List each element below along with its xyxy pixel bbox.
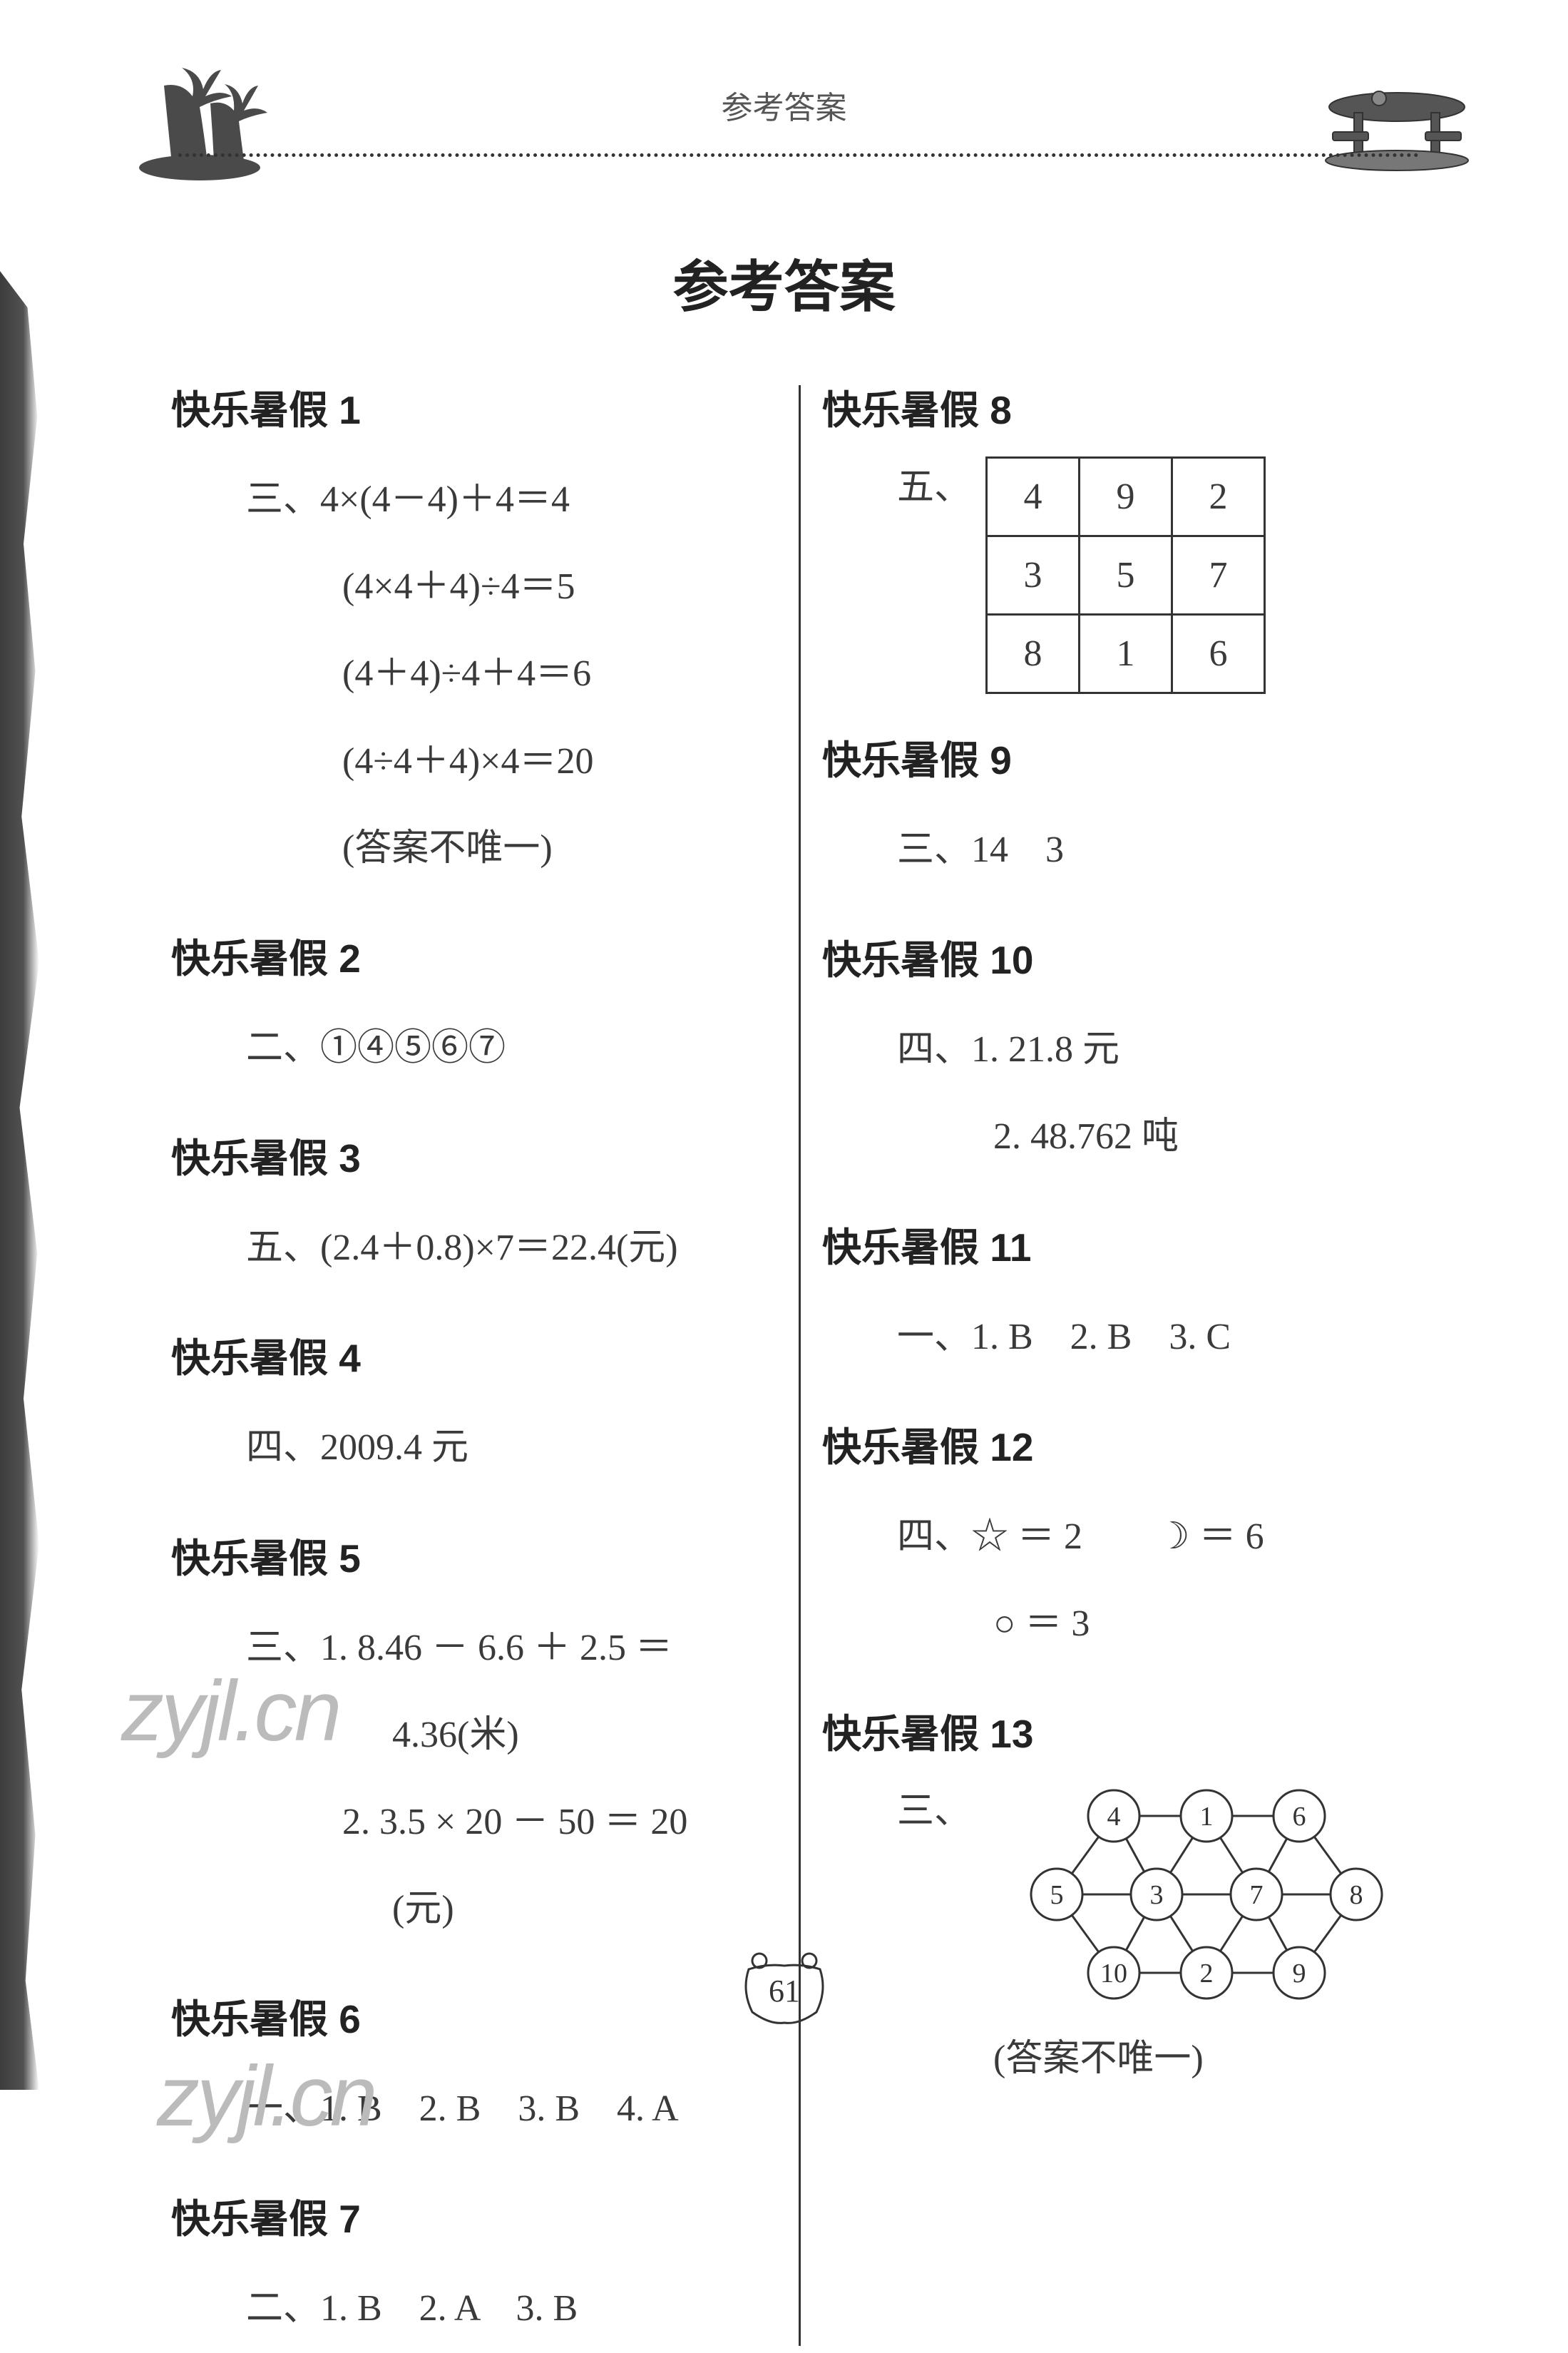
section-heading: 快乐暑假 11 — [822, 1215, 1428, 1272]
section-heading: 快乐暑假 3 — [171, 1126, 784, 1183]
answer-line: 2. 48.762 吨 — [822, 1093, 1428, 1180]
section-heading: 快乐暑假 12 — [822, 1415, 1428, 1472]
answer-line: 三、4×(4－4)＋4＝4 — [171, 456, 784, 543]
answer-with-grid: 五、 492 357 816 — [822, 456, 1428, 694]
answer-line: 一、1. B 2. B 3. C — [822, 1294, 1428, 1381]
page-title: 参考答案 — [0, 243, 1568, 322]
answer-line: ○ ＝ 3 — [822, 1581, 1428, 1668]
answer-line: (4×4＋4)÷4＝5 — [171, 543, 784, 631]
answer-line: (4÷4＋4)×4＝20 — [171, 718, 784, 805]
svg-text:5: 5 — [1050, 1880, 1064, 1910]
answer-line: (元) — [171, 1866, 784, 1953]
grid-cell: 8 — [987, 615, 1080, 693]
answer-line: 三、14 3 — [822, 807, 1428, 894]
svg-text:6: 6 — [1293, 1802, 1306, 1832]
page-number-badge: 61 — [0, 1948, 1568, 2030]
svg-text:1: 1 — [1200, 1802, 1214, 1832]
section-heading: 快乐暑假 7 — [171, 2187, 784, 2244]
page-number: 61 — [769, 1974, 800, 2009]
grid-cell: 2 — [1172, 458, 1265, 536]
grid-cell: 6 — [1172, 615, 1265, 693]
section-heading: 快乐暑假 13 — [822, 1702, 1428, 1759]
watermark: zyjl.cn — [121, 1662, 339, 1760]
graph-label: 三、 — [897, 1780, 971, 1834]
grid-cell: 1 — [1080, 615, 1172, 693]
magic-square-grid: 492 357 816 — [985, 456, 1266, 694]
section-heading: 快乐暑假 1 — [171, 378, 784, 435]
running-header: 参考答案 — [0, 82, 1568, 128]
torn-edge — [0, 271, 39, 2090]
grid-cell: 9 — [1080, 458, 1172, 536]
header-divider — [178, 153, 1419, 157]
grid-cell: 7 — [1172, 536, 1265, 615]
right-column: 快乐暑假 8五、492357816快乐暑假 9三、14 3快乐暑假 10四、1.… — [801, 378, 1428, 2353]
answer-line: (4＋4)÷4＋4＝6 — [171, 631, 784, 718]
section-heading: 快乐暑假 2 — [171, 927, 784, 984]
grid-cell: 4 — [987, 458, 1080, 536]
answer-line: 四、2009.4 元 — [171, 1404, 784, 1491]
watermark: zyjl.cn — [157, 2047, 374, 2145]
svg-text:3: 3 — [1150, 1880, 1164, 1910]
svg-text:8: 8 — [1350, 1880, 1363, 1910]
grid-cell: 5 — [1080, 536, 1172, 615]
svg-text:4: 4 — [1107, 1802, 1121, 1832]
answer-line: 四、1. 21.8 元 — [822, 1006, 1428, 1093]
section-heading: 快乐暑假 9 — [822, 728, 1428, 785]
answer-line: (答案不唯一) — [171, 805, 784, 892]
section-heading: 快乐暑假 5 — [171, 1526, 784, 1583]
answer-line: 2. 3.5 × 20 － 50 ＝ 20 — [171, 1779, 784, 1866]
answer-line: 四、☆ ＝ 2 ☽ ＝ 6 — [822, 1494, 1428, 1581]
section-heading: 快乐暑假 8 — [822, 378, 1428, 435]
section-heading: 快乐暑假 10 — [822, 928, 1428, 985]
grid-label: 五、 — [897, 456, 971, 510]
answer-line: 二、①④⑤⑥⑦ — [171, 1005, 784, 1092]
section-heading: 快乐暑假 4 — [171, 1326, 784, 1383]
grid-cell: 3 — [987, 536, 1080, 615]
answer-line: 五、(2.4＋0.8)×7＝22.4(元) — [171, 1205, 784, 1292]
svg-text:7: 7 — [1250, 1880, 1264, 1910]
answer-line: 二、1. B 2. A 3. B — [171, 2265, 784, 2352]
